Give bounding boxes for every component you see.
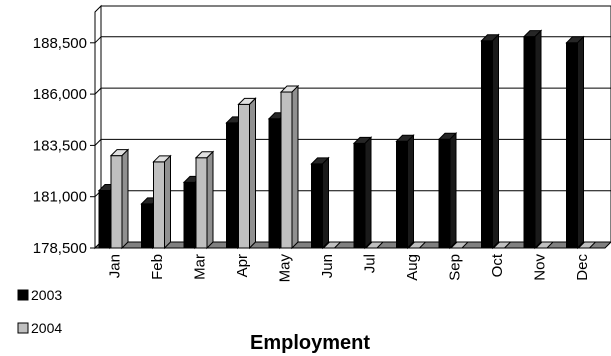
legend-swatch-2004 [17, 322, 29, 334]
bar-2003-sep [437, 132, 458, 250]
legend: 2003 2004 [17, 287, 62, 336]
x-axis-ticks: Jan Feb Mar Apr May Jun Jul Aug Sep Oct Nov Dec [106, 253, 591, 282]
bar-2003-jun-front [311, 163, 323, 249]
bar-2003-nov-side [534, 29, 542, 250]
x-tick-label: Apr [234, 254, 251, 277]
bar-2004-jan [109, 148, 130, 250]
y-tick-label: 188,500 [33, 35, 87, 52]
bar-2003-sep-front [438, 138, 451, 249]
x-tick-label: Sep [446, 254, 463, 281]
legend-label-2003: 2003 [31, 287, 62, 303]
x-tick-label: Feb [149, 254, 166, 280]
bar-2003-dec-side [577, 35, 584, 250]
x-tick-label: Jun [319, 254, 336, 278]
x-tick-label: Nov [531, 254, 548, 281]
bar-2003-jan-front [98, 190, 111, 249]
bar-2004-jun-empty [322, 241, 342, 249]
bar-2004-jan-side [121, 148, 129, 250]
gridline-side [94, 139, 102, 146]
bar-2003-aug [395, 134, 415, 250]
bar-2003-apr-front [226, 122, 238, 249]
y-tick-label: 186,000 [33, 86, 87, 103]
gridline-side [94, 36, 102, 44]
bar-2004-may-side [291, 84, 299, 250]
x-tick-label: Dec [574, 254, 591, 281]
bar-2004-feb [152, 154, 172, 250]
bar-2003-jul [352, 136, 373, 250]
legend-swatch-2003 [17, 289, 29, 301]
bar-2003-jul-side [364, 136, 372, 250]
y-axis-ticks: 178,500 181,000 183,500 186,000 188,500 [33, 35, 95, 257]
bar-2003-mar-front [183, 181, 196, 249]
y-tick-label: 181,000 [33, 189, 87, 206]
bar-2003-dec-front [566, 42, 578, 249]
bar-2004-dec-empty [577, 241, 597, 249]
bar-2004-oct-empty [492, 241, 512, 249]
bar-2003-dec [565, 35, 585, 250]
chart-title: Employment [250, 332, 370, 354]
bar-2004-may [279, 84, 300, 250]
x-tick-label: Jan [106, 254, 123, 278]
x-tick-label: May [276, 254, 293, 283]
bar-2004-apr [237, 97, 257, 250]
y-tick-label: 183,500 [33, 137, 87, 154]
bar-2004-mar-front [195, 157, 208, 249]
bar-2003-aug-front [396, 140, 408, 249]
legend-label-2004: 2004 [31, 320, 62, 336]
x-tick-label: Mar [191, 254, 208, 280]
bar-2004-apr-side [249, 97, 256, 250]
bar-2004-jan-front [110, 155, 123, 249]
bar-2004-aug-empty [407, 241, 427, 249]
bar-2004-mar [194, 150, 215, 250]
bar-2003-oct [480, 33, 500, 250]
bar-2003-oct-side [492, 33, 499, 250]
bar-2003-may-front [268, 118, 281, 249]
bar-2003-jul-front [353, 142, 366, 249]
bar-2003-oct-front [481, 40, 493, 249]
bar-2003-feb-front [141, 203, 153, 249]
gridline-side [94, 87, 102, 95]
bar-2003-jun [310, 156, 330, 250]
bar-2004-sep-empty [449, 241, 470, 249]
bar-2004-feb-side [164, 154, 171, 250]
bar-2004-mar-side [206, 150, 214, 250]
bar-2003-nov [522, 29, 543, 250]
y-tick-label: 178,500 [33, 240, 87, 257]
bar-2004-jul-empty [364, 241, 385, 249]
bar-2003-jun-side [322, 156, 329, 250]
bar-2004-may-front [280, 91, 293, 249]
bar-2003-nov-front [523, 36, 536, 249]
bar-2004-nov-empty [534, 241, 555, 249]
x-tick-label: Jul [361, 254, 378, 273]
x-tick-label: Aug [404, 254, 421, 281]
bar-2004-apr-front [238, 103, 250, 249]
bars [97, 29, 597, 250]
x-tick-label: Oct [489, 253, 506, 277]
bar-2003-aug-side [407, 134, 414, 250]
bar-2004-feb-front [153, 161, 165, 249]
bar-2003-sep-side [449, 132, 457, 250]
